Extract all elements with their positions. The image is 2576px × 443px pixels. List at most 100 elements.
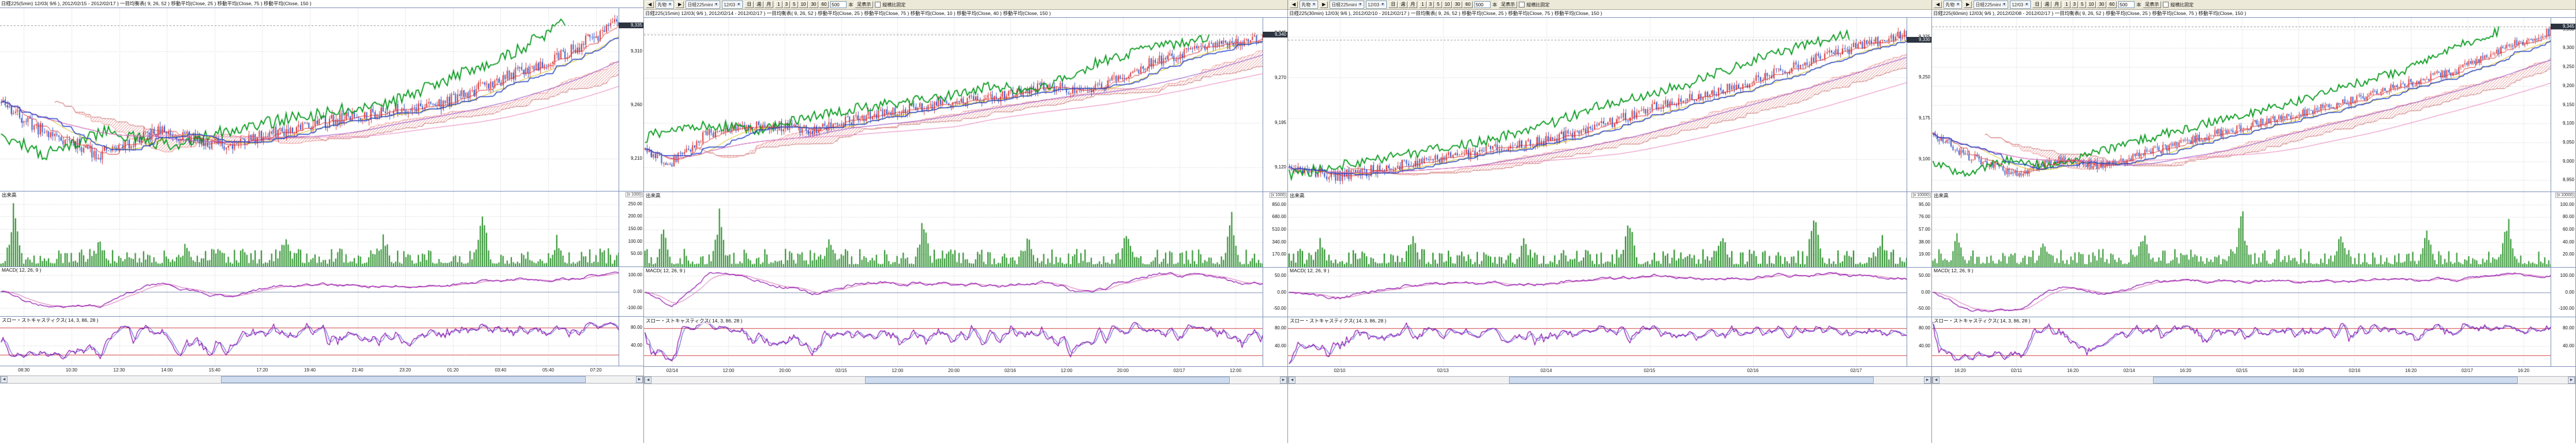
scroll-right-button[interactable]: ▶: [636, 376, 643, 383]
horizontal-scrollbar[interactable]: ◀ ▶: [0, 376, 643, 384]
display-bars-button[interactable]: 足表示: [2143, 1, 2162, 8]
next-contract-button[interactable]: ▶: [676, 1, 684, 8]
scrollbar-track[interactable]: [1296, 377, 1924, 384]
bars-count-input[interactable]: [1474, 1, 1491, 8]
period-button-月[interactable]: 月: [2052, 1, 2062, 8]
time-axis-label: 10:30: [65, 367, 77, 373]
category-select[interactable]: 先物 ▼: [1300, 1, 1319, 9]
minute-button-1[interactable]: 1: [1419, 1, 1426, 8]
stochastics-chart-canvas[interactable]: [644, 317, 1264, 366]
macd-chart-canvas[interactable]: [1288, 268, 1908, 317]
scrollbar-track[interactable]: [652, 377, 1280, 384]
macd-chart-canvas[interactable]: [0, 267, 620, 316]
horizontal-scrollbar[interactable]: ◀ ▶: [1288, 376, 1931, 384]
scrollbar-thumb[interactable]: [865, 377, 1230, 384]
next-contract-button[interactable]: ▶: [1964, 1, 1972, 8]
instrument-select[interactable]: 日経225mini ▼: [1330, 1, 1365, 9]
scrollbar-thumb[interactable]: [1509, 377, 1874, 384]
scrollbar-track[interactable]: [1940, 377, 2568, 384]
scroll-left-button[interactable]: ◀: [1933, 377, 1940, 384]
period-button-月[interactable]: 月: [764, 1, 774, 8]
period-button-週[interactable]: 週: [754, 1, 764, 8]
volume-chart-canvas[interactable]: [644, 192, 1264, 267]
minute-button-5[interactable]: 5: [791, 1, 798, 8]
scroll-right-button[interactable]: ▶: [1924, 377, 1931, 384]
contract-month-select[interactable]: 12/03 ▼: [722, 1, 743, 9]
minute-button-60[interactable]: 60: [819, 1, 829, 8]
stochastics-chart-canvas[interactable]: [1932, 317, 2552, 366]
display-bars-button[interactable]: 足表示: [855, 1, 874, 8]
scroll-left-button[interactable]: ◀: [1289, 377, 1296, 384]
minute-button-5[interactable]: 5: [1435, 1, 1442, 8]
axis-label: 200.00: [628, 213, 642, 219]
axis-label: 60.00: [2562, 227, 2574, 232]
aspect-ratio-label: 縦横比固定: [882, 2, 906, 7]
period-button-週[interactable]: 週: [2042, 1, 2052, 8]
instrument-select[interactable]: 日経225mini ▼: [686, 1, 721, 9]
period-button-日[interactable]: 日: [744, 1, 754, 8]
minute-button-3[interactable]: 3: [1426, 1, 1435, 8]
minute-button-10[interactable]: 10: [1442, 1, 1452, 8]
category-select[interactable]: 先物 ▼: [1944, 1, 1963, 9]
aspect-ratio-checkbox[interactable]: [2163, 2, 2169, 7]
horizontal-scrollbar[interactable]: ◀ ▶: [644, 376, 1287, 384]
minute-button-60[interactable]: 60: [2107, 1, 2117, 8]
volume-chart-canvas[interactable]: [1288, 192, 1908, 267]
macd-chart-canvas[interactable]: [1932, 268, 2552, 317]
period-button-週[interactable]: 週: [1398, 1, 1408, 8]
time-axis-label: 02/16: [2349, 368, 2361, 373]
last-price-badge: 9,330: [1907, 36, 1931, 43]
minute-button-30[interactable]: 30: [2096, 1, 2107, 8]
prev-contract-button[interactable]: ◀: [1290, 1, 1298, 8]
bars-count-input[interactable]: [830, 1, 847, 8]
scrollbar-thumb[interactable]: [2153, 377, 2518, 384]
scroll-left-button[interactable]: ◀: [645, 377, 652, 384]
scroll-left-button[interactable]: ◀: [1, 376, 8, 383]
scrollbar-thumb[interactable]: [221, 376, 586, 383]
volume-pane-label: 出来高: [1933, 192, 1949, 199]
minute-button-5[interactable]: 5: [2079, 1, 2086, 8]
contract-month-select[interactable]: 12/03 ▼: [1366, 1, 1387, 9]
time-axis-label: 02/14: [1540, 368, 1552, 373]
aspect-ratio-checkbox[interactable]: [875, 2, 881, 7]
price-chart-canvas[interactable]: [1932, 18, 2552, 192]
horizontal-scrollbar[interactable]: ◀ ▶: [1932, 376, 2575, 384]
price-chart-canvas[interactable]: [0, 8, 620, 191]
scroll-right-button[interactable]: ▶: [1280, 377, 1287, 384]
stochastics-axis: 80.00 40.00: [1263, 317, 1287, 366]
period-button-日[interactable]: 日: [2032, 1, 2042, 8]
contract-month-select[interactable]: 12/03 ▼: [2010, 1, 2031, 9]
volume-chart-canvas[interactable]: [1932, 192, 2552, 267]
category-select[interactable]: 先物 ▼: [656, 1, 675, 9]
minute-button-3[interactable]: 3: [782, 1, 791, 8]
volume-chart-canvas[interactable]: [0, 192, 620, 266]
scroll-right-button[interactable]: ▶: [2568, 377, 2575, 384]
price-chart-canvas[interactable]: [1288, 18, 1908, 192]
prev-contract-button[interactable]: ◀: [1934, 1, 1942, 8]
price-chart-canvas[interactable]: [644, 18, 1264, 192]
macd-chart-canvas[interactable]: [644, 268, 1264, 317]
next-contract-button[interactable]: ▶: [1320, 1, 1328, 8]
minute-button-10[interactable]: 10: [2086, 1, 2096, 8]
axis-label: (x 10000): [1911, 193, 1931, 198]
period-button-月[interactable]: 月: [1408, 1, 1418, 8]
minute-button-3[interactable]: 3: [2070, 1, 2079, 8]
minute-button-1[interactable]: 1: [775, 1, 782, 8]
display-bars-button[interactable]: 足表示: [1499, 1, 1518, 8]
axis-label: 100.00: [628, 238, 642, 244]
bars-count-input[interactable]: [2118, 1, 2135, 8]
minute-button-30[interactable]: 30: [808, 1, 819, 8]
stochastics-chart-canvas[interactable]: [0, 317, 620, 366]
axis-label: 9,120: [1274, 164, 1286, 170]
time-axis-label: 02/15: [2236, 368, 2248, 373]
aspect-ratio-checkbox[interactable]: [1519, 2, 1525, 7]
minute-button-1[interactable]: 1: [2063, 1, 2070, 8]
instrument-select[interactable]: 日経225mini ▼: [1974, 1, 2009, 9]
minute-button-10[interactable]: 10: [798, 1, 808, 8]
period-button-日[interactable]: 日: [1388, 1, 1398, 8]
minute-button-30[interactable]: 30: [1452, 1, 1463, 8]
stochastics-chart-canvas[interactable]: [1288, 317, 1908, 366]
minute-button-60[interactable]: 60: [1463, 1, 1473, 8]
scrollbar-track[interactable]: [8, 376, 636, 383]
prev-contract-button[interactable]: ◀: [646, 1, 654, 8]
